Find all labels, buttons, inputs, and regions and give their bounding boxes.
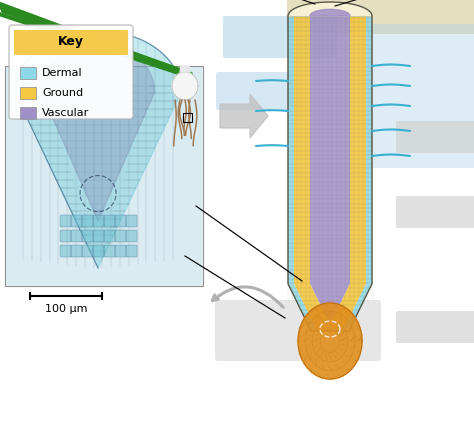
Polygon shape — [310, 16, 350, 331]
FancyBboxPatch shape — [287, 0, 474, 34]
FancyBboxPatch shape — [126, 215, 137, 227]
FancyBboxPatch shape — [82, 245, 93, 257]
FancyBboxPatch shape — [82, 230, 93, 242]
FancyBboxPatch shape — [60, 230, 71, 242]
FancyBboxPatch shape — [396, 196, 474, 228]
Polygon shape — [343, 16, 372, 331]
FancyBboxPatch shape — [223, 16, 337, 58]
FancyBboxPatch shape — [215, 300, 381, 361]
FancyBboxPatch shape — [93, 245, 104, 257]
Polygon shape — [15, 31, 181, 268]
FancyBboxPatch shape — [216, 72, 300, 110]
FancyBboxPatch shape — [126, 245, 137, 257]
Polygon shape — [42, 43, 155, 221]
FancyBboxPatch shape — [71, 215, 82, 227]
Text: Key: Key — [58, 35, 84, 49]
FancyBboxPatch shape — [115, 215, 126, 227]
FancyBboxPatch shape — [9, 25, 133, 119]
Polygon shape — [180, 66, 190, 72]
FancyBboxPatch shape — [104, 230, 115, 242]
FancyBboxPatch shape — [115, 230, 126, 242]
Bar — [20, 87, 36, 99]
FancyBboxPatch shape — [60, 245, 71, 257]
FancyBboxPatch shape — [93, 230, 104, 242]
Bar — [5, 66, 203, 286]
FancyBboxPatch shape — [115, 245, 126, 257]
FancyBboxPatch shape — [396, 121, 474, 153]
Text: Vascular: Vascular — [42, 108, 89, 118]
Polygon shape — [294, 16, 330, 331]
Text: 100 μm: 100 μm — [45, 304, 87, 314]
Bar — [6, 67, 202, 285]
FancyBboxPatch shape — [104, 245, 115, 257]
FancyBboxPatch shape — [93, 215, 104, 227]
Text: Dermal: Dermal — [42, 68, 82, 78]
Text: Ground: Ground — [42, 88, 83, 98]
Polygon shape — [330, 16, 366, 331]
FancyBboxPatch shape — [82, 215, 93, 227]
Polygon shape — [172, 72, 198, 100]
FancyBboxPatch shape — [368, 24, 474, 168]
Polygon shape — [288, 16, 317, 331]
Polygon shape — [298, 303, 362, 379]
FancyBboxPatch shape — [60, 215, 71, 227]
Bar — [20, 67, 36, 79]
Polygon shape — [288, 2, 372, 16]
FancyBboxPatch shape — [14, 30, 128, 55]
FancyBboxPatch shape — [396, 311, 474, 343]
Bar — [20, 107, 36, 119]
FancyBboxPatch shape — [104, 215, 115, 227]
Polygon shape — [220, 94, 268, 138]
Polygon shape — [310, 9, 350, 16]
Bar — [183, 113, 192, 122]
FancyBboxPatch shape — [71, 230, 82, 242]
FancyBboxPatch shape — [71, 245, 82, 257]
FancyBboxPatch shape — [126, 230, 137, 242]
